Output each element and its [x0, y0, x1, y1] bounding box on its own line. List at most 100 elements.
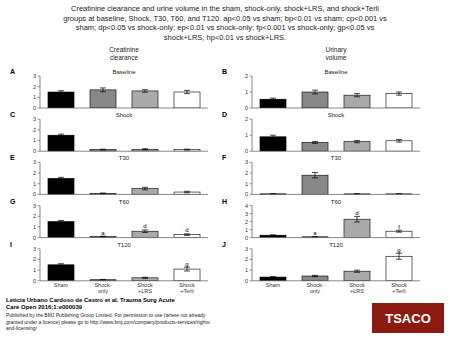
error-bar [184, 149, 190, 151]
error-bar [270, 277, 276, 278]
text-line: Sham [54, 282, 69, 288]
bar [132, 91, 158, 108]
error-stem [61, 91, 62, 94]
y-tick [250, 259, 253, 260]
error-bar [184, 191, 190, 192]
error-stem [103, 88, 104, 92]
y-tick-label: 1 [33, 94, 36, 100]
y-tick [250, 280, 253, 281]
error-cap [312, 275, 318, 276]
panel-label: H [222, 198, 227, 205]
error-cap [270, 235, 276, 236]
error-cap [100, 193, 106, 194]
bar [260, 235, 286, 237]
logo-box [372, 303, 444, 333]
error-bar [312, 141, 318, 143]
error-cap [184, 191, 190, 192]
error-cap [58, 222, 64, 223]
x-axis [252, 108, 420, 109]
x-tick-label: Sham [266, 282, 281, 288]
y-tick-label: 3 [33, 73, 36, 79]
error-stem [187, 267, 188, 271]
marks [260, 253, 412, 281]
bar [260, 137, 286, 151]
error-bar [142, 277, 148, 278]
x-axis [40, 151, 208, 152]
error-bar [100, 193, 106, 195]
error-stem [315, 90, 316, 94]
error-cap [184, 93, 190, 94]
marks [48, 88, 200, 108]
y-tick-label: 3 [245, 211, 248, 217]
y-tick [38, 151, 41, 152]
x-axis [252, 280, 420, 281]
panel: 01234adfT60H [222, 198, 420, 241]
error-cap [354, 93, 360, 94]
error-bar [100, 236, 106, 238]
error-cap [312, 93, 318, 94]
x-axis [40, 237, 208, 238]
y-tick [38, 97, 41, 98]
error-bar [142, 149, 148, 150]
y-axis [40, 119, 41, 151]
error-stem [315, 173, 316, 178]
error-cap [58, 93, 64, 94]
text-line: Leticia Urbano Cardoso de Castro et al. … [6, 297, 175, 303]
y-tick [38, 140, 41, 141]
panel-title: T30 [331, 155, 342, 161]
error-cap [58, 177, 64, 178]
y-tick [38, 129, 41, 130]
panel: 0123gShamShock-onlyShock+LRSShock+TerliT… [10, 241, 208, 294]
error-cap [100, 279, 106, 280]
bar [48, 92, 74, 108]
bar [48, 222, 74, 238]
y-tick [250, 92, 253, 93]
error-bar [270, 135, 276, 138]
y-tick-label: 2 [33, 256, 36, 262]
error-cap [100, 193, 106, 194]
text-line: +LRS [350, 288, 364, 294]
text-line: Creatinine clearance and urine volume in… [71, 4, 379, 13]
bar [344, 142, 370, 152]
panel-title: T120 [329, 242, 343, 248]
y-tick-label: 2 [245, 256, 248, 262]
bar [174, 235, 200, 238]
error-stem [145, 187, 146, 190]
panel-title: Baseline [324, 69, 348, 75]
text-line: groups at baseline, Shock, T30, T60, and… [63, 14, 387, 23]
error-cap [354, 270, 360, 271]
marks [260, 90, 412, 108]
panel: 0123T30E [10, 154, 208, 197]
error-cap [396, 95, 402, 96]
y-tick [250, 151, 253, 152]
y-tick [250, 205, 253, 206]
error-stem [273, 135, 274, 138]
error-cap [270, 276, 276, 277]
text-line: Creatinine [109, 46, 139, 53]
y-tick [250, 237, 253, 238]
error-cap [354, 272, 360, 273]
error-bar [354, 140, 360, 142]
error-cap [396, 230, 402, 231]
y-tick [38, 108, 41, 109]
y-tick-label: 0 [33, 148, 36, 154]
panel: 012ShockD [222, 111, 420, 154]
y-tick-label: 1 [245, 267, 248, 273]
error-stem [357, 216, 358, 222]
error-cap [312, 276, 318, 277]
error-cap [312, 177, 318, 178]
x-tick-label: Sham [54, 282, 69, 288]
y-tick-label: 2 [33, 84, 36, 90]
error-cap [184, 149, 190, 150]
bar [302, 276, 328, 281]
error-stem [187, 90, 188, 93]
error-bar [100, 149, 106, 151]
error-bar [354, 94, 360, 97]
bar [302, 142, 328, 151]
y-tick-label: 0 [33, 105, 36, 111]
annotation: a [313, 230, 317, 236]
text-line: only [310, 288, 320, 294]
panel: 0123T30F [222, 154, 420, 197]
y-tick-label: 0 [33, 278, 36, 284]
error-bar [184, 90, 190, 93]
